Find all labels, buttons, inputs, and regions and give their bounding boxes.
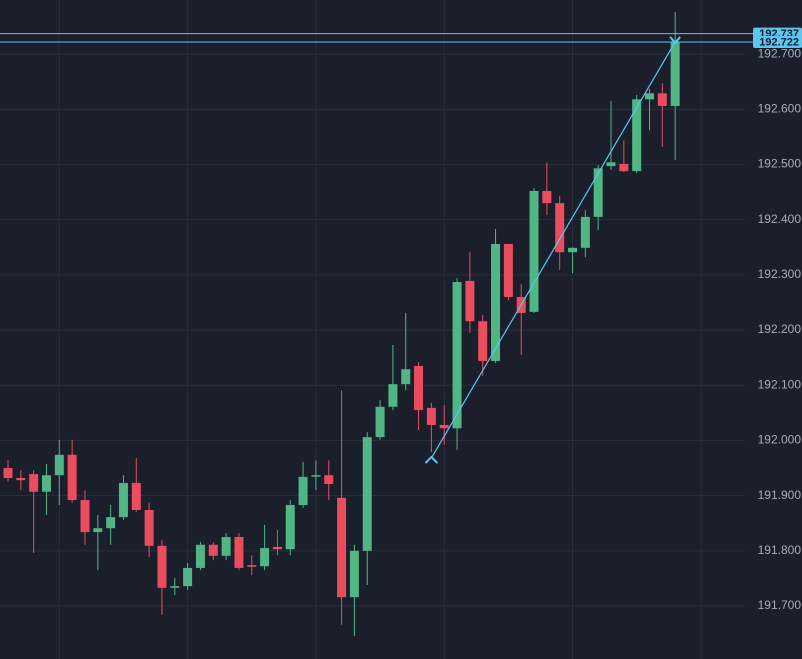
y-tick-label: 192.000 (758, 433, 802, 447)
y-tick-label: 192.400 (758, 212, 802, 226)
y-tick-label: 192.500 (758, 157, 802, 171)
candle-body (529, 190, 539, 312)
candle-body (555, 203, 565, 253)
candle-body (3, 468, 13, 478)
candle-body (41, 475, 51, 492)
price-label: 192.722 (759, 36, 799, 48)
candle-body (247, 565, 257, 567)
candle-body (491, 243, 501, 361)
candle-body (54, 454, 64, 476)
candle-body (580, 216, 590, 248)
candle-body (272, 546, 282, 550)
candle-body (29, 474, 39, 492)
candle-body (593, 168, 603, 217)
trend-end-handle (669, 36, 681, 45)
candle-body (93, 528, 103, 533)
y-tick-label: 191.900 (758, 488, 802, 502)
candle-body (337, 497, 347, 598)
candle-body (349, 550, 359, 598)
candle-body (183, 567, 193, 587)
candle-body (619, 163, 629, 172)
candle-body (503, 243, 513, 297)
y-tick-label: 192.100 (758, 377, 802, 391)
candle-body (414, 365, 424, 411)
candle-body (298, 476, 308, 506)
candle-body (645, 93, 654, 100)
candle-body (157, 545, 167, 588)
candle-body (401, 369, 411, 385)
candle-body (16, 477, 26, 481)
candle-body (324, 475, 334, 485)
candle-body (388, 384, 398, 407)
candle-body (362, 437, 372, 551)
candle-body (542, 190, 552, 204)
candle-body (208, 544, 218, 556)
candle-body (426, 407, 436, 425)
candle-body (221, 537, 231, 556)
candle-body (118, 482, 128, 518)
y-tick-label: 192.700 (758, 46, 802, 60)
candle-body (478, 321, 488, 361)
candle-body (131, 482, 141, 510)
candle-body (170, 586, 180, 588)
candle-body (106, 517, 116, 529)
y-tick-label: 192.300 (758, 267, 802, 281)
candle-body (606, 162, 616, 167)
price-label-box (753, 35, 802, 48)
candle-body (452, 282, 462, 429)
trend-line (430, 41, 676, 459)
candle-body (311, 475, 321, 477)
trend-start-handle (424, 455, 439, 464)
candle-body (568, 247, 578, 253)
candle-body (260, 548, 270, 567)
candle-body (439, 424, 449, 429)
y-tick-label: 192.600 (758, 101, 802, 115)
candle-body (195, 544, 205, 568)
candle-body (234, 537, 244, 568)
y-tick-label: 191.700 (758, 598, 802, 612)
candle-body (144, 509, 154, 546)
candle-body (375, 406, 385, 438)
candle-body (657, 93, 667, 106)
y-tick-label: 192.200 (758, 322, 802, 336)
candle-body (465, 280, 475, 322)
candle-body (80, 500, 90, 533)
candle-body (67, 454, 77, 501)
y-tick-label: 191.800 (758, 543, 802, 557)
candle-body (632, 99, 642, 172)
candle-body (670, 41, 680, 106)
candle-body (285, 505, 295, 550)
